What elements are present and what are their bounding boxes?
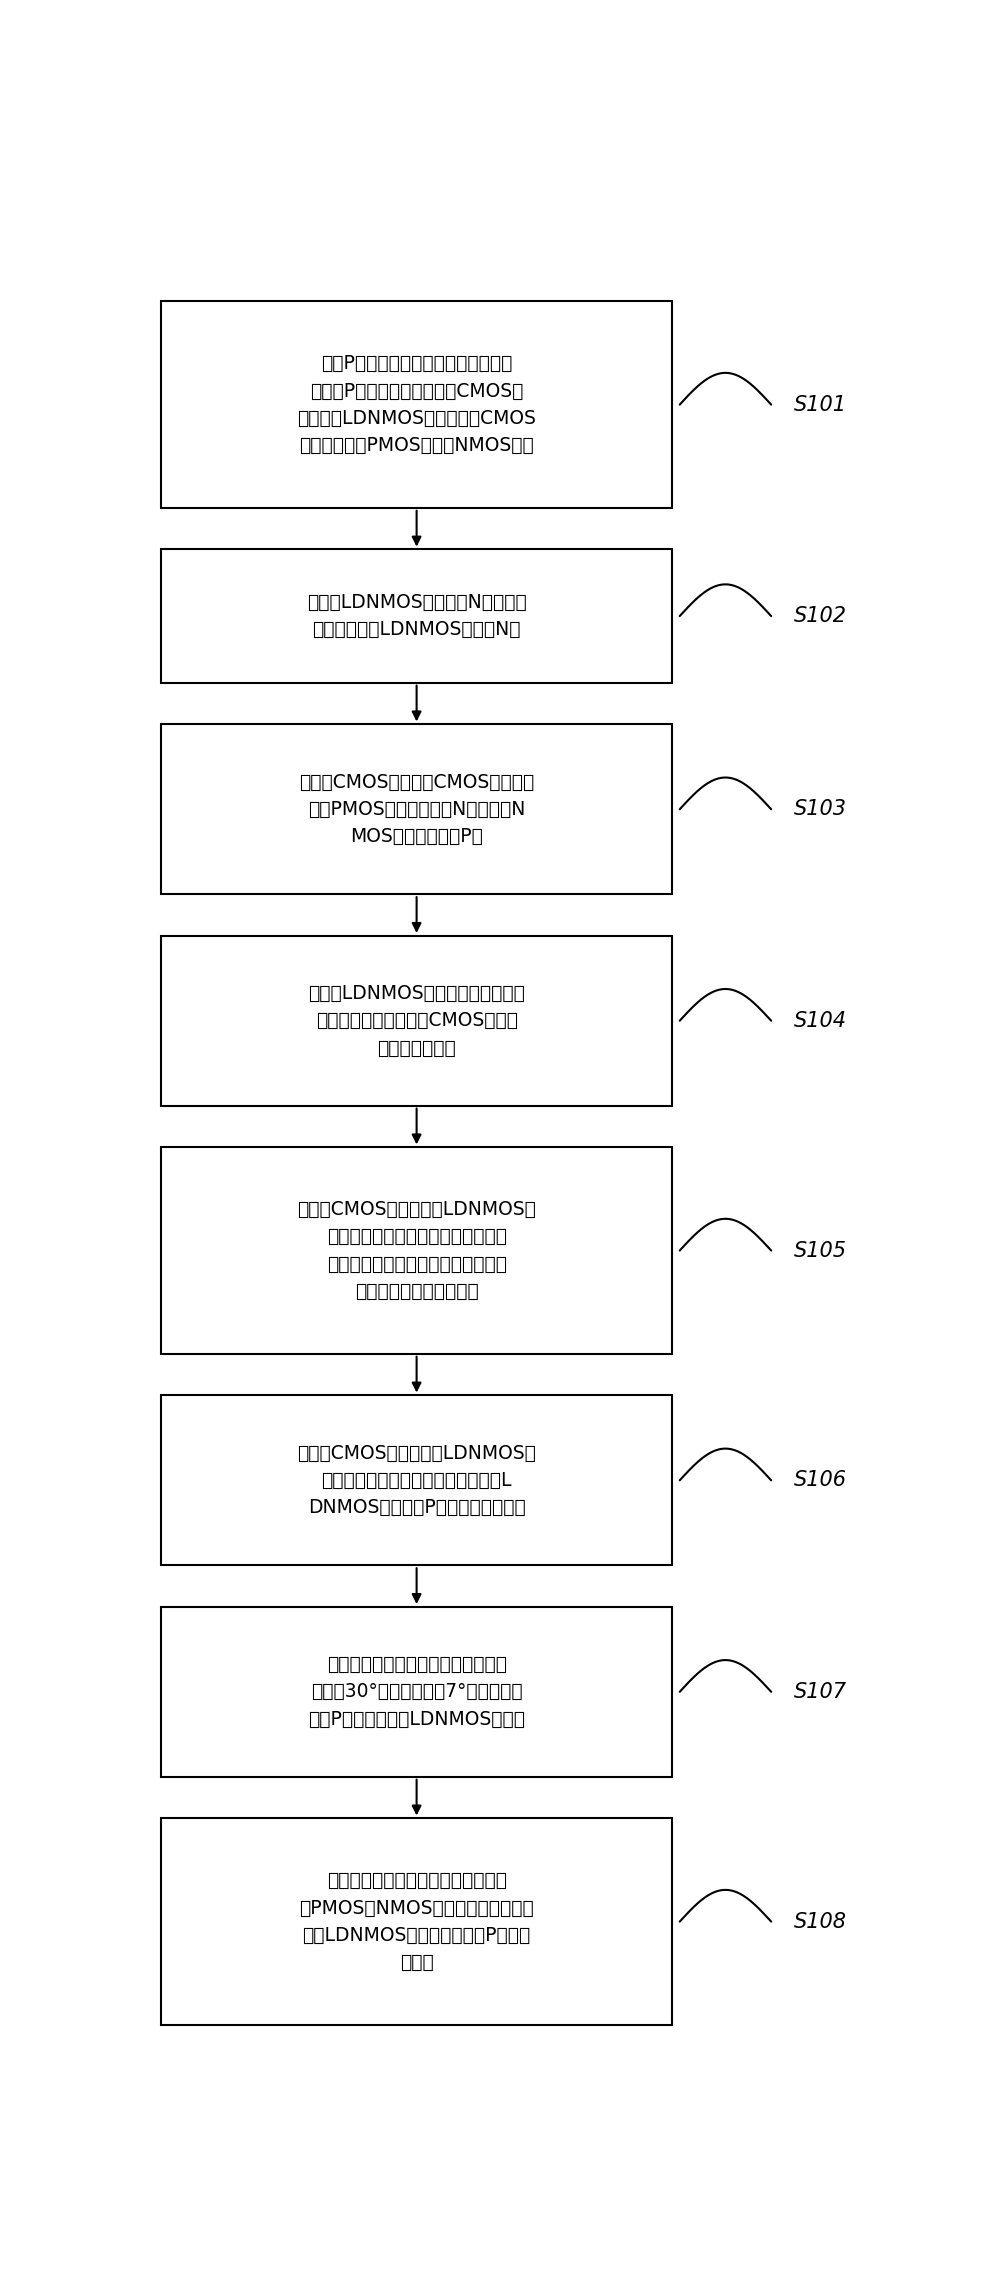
- Bar: [161, 550, 672, 683]
- Text: 以光刻胶和栅极阻挡层为掩模，分别
以大于30°的角度和小于7°的角度两次
注入P型杂质，形成LDNMOS的沟道: 以光刻胶和栅极阻挡层为掩模，分别 以大于30°的角度和小于7°的角度两次 注入P…: [308, 1654, 525, 1730]
- Bar: [161, 1819, 672, 2025]
- Text: 在低压CMOS区域和高压LDNMOS区
域依次形成多晶硅层和氮化硅层，然
后依次刻蚀多晶硅层和氮化硅层，分
别形成栅极和栅极阻挡层: 在低压CMOS区域和高压LDNMOS区 域依次形成多晶硅层和氮化硅层，然 后依次…: [297, 1200, 536, 1301]
- Text: S103: S103: [794, 800, 847, 820]
- Text: S105: S105: [794, 1239, 847, 1260]
- Text: S101: S101: [794, 394, 847, 415]
- Text: 在高压LDNMOS区域注入N型杂质并
作扩散，形成LDNMOS的高压N阱: 在高压LDNMOS区域注入N型杂质并 作扩散，形成LDNMOS的高压N阱: [307, 593, 526, 639]
- Text: S104: S104: [794, 1010, 847, 1031]
- Bar: [161, 1606, 672, 1778]
- Text: 在高压LDNMOS区域依次形成厚栅氧
层和薄栅氧层，在低压CMOS区域也
同步形成栅氧层: 在高压LDNMOS区域依次形成厚栅氧 层和薄栅氧层，在低压CMOS区域也 同步形…: [308, 985, 525, 1058]
- Text: 以栅极为对准标的进行离子注入，形
成PMOS和NMOS的源区和漏区，以及
形成LDNMOS的源区、漏区和P型体区
接触端: 以栅极为对准标的进行离子注入，形 成PMOS和NMOS的源区和漏区，以及 形成L…: [299, 1872, 534, 1973]
- Text: S107: S107: [794, 1682, 847, 1702]
- Bar: [161, 1148, 672, 1354]
- Bar: [161, 724, 672, 893]
- Text: 在低压CMOS区域和高压LDNMOS区
域涂布光刻胶，经曝光和显影后露出L
DNMOS栅极侧的P型体区的注入位置: 在低压CMOS区域和高压LDNMOS区 域涂布光刻胶，经曝光和显影后露出L DN…: [297, 1443, 536, 1517]
- Text: S108: S108: [794, 1911, 847, 1931]
- Text: 在低压CMOS区域进行CMOS双阱工艺
，在PMOS区域形成低压N阱以及在N
MOS区域形成低压P阱: 在低压CMOS区域进行CMOS双阱工艺 ，在PMOS区域形成低压N阱以及在N M…: [299, 772, 534, 845]
- Bar: [161, 302, 672, 509]
- Text: S106: S106: [794, 1471, 847, 1491]
- Text: 提供P型硅衬底，在其上制作局部氧化
隔离，P型硅衬底划分为低压CMOS区
域和高压LDNMOS区域，低压CMOS
区域还划分为PMOS区域和NMOS区域: 提供P型硅衬底，在其上制作局部氧化 隔离，P型硅衬底划分为低压CMOS区 域和高…: [297, 355, 536, 456]
- Bar: [161, 935, 672, 1107]
- Bar: [161, 1395, 672, 1565]
- Text: S102: S102: [794, 607, 847, 625]
